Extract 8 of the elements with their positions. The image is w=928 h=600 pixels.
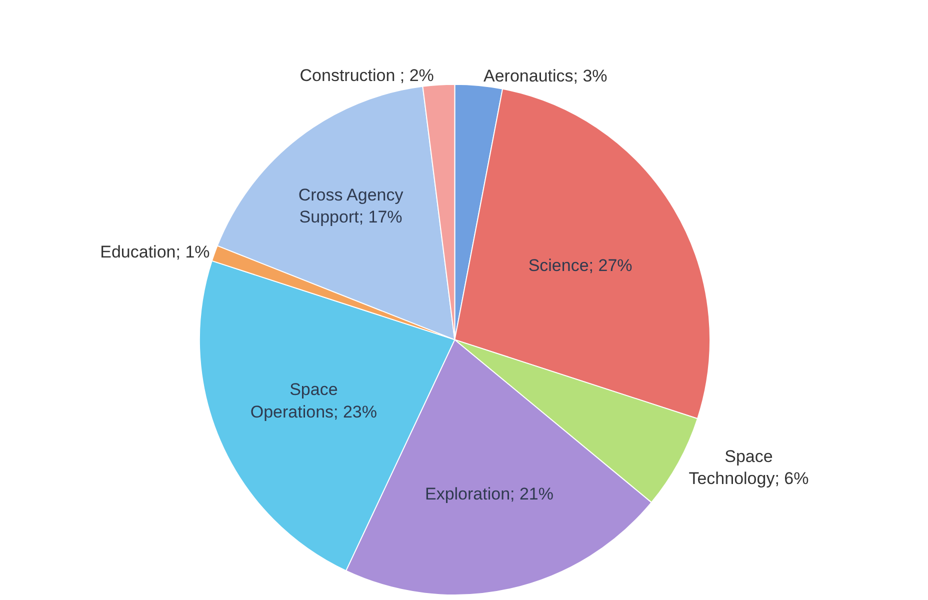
slice-label: Space Operations; 23%	[250, 380, 378, 422]
slice-label: Construction ; 2%	[300, 66, 434, 85]
slice-label: Science; 27%	[528, 256, 632, 275]
slice-label: Education; 1%	[100, 242, 210, 262]
slice-label: Exploration; 21%	[424, 484, 554, 504]
slice-label: Aeronautics; 3%	[483, 66, 608, 86]
slice-label: Cross Agency Support; 17%	[298, 185, 404, 227]
slice-label: Space Technology; 6%	[688, 446, 809, 488]
